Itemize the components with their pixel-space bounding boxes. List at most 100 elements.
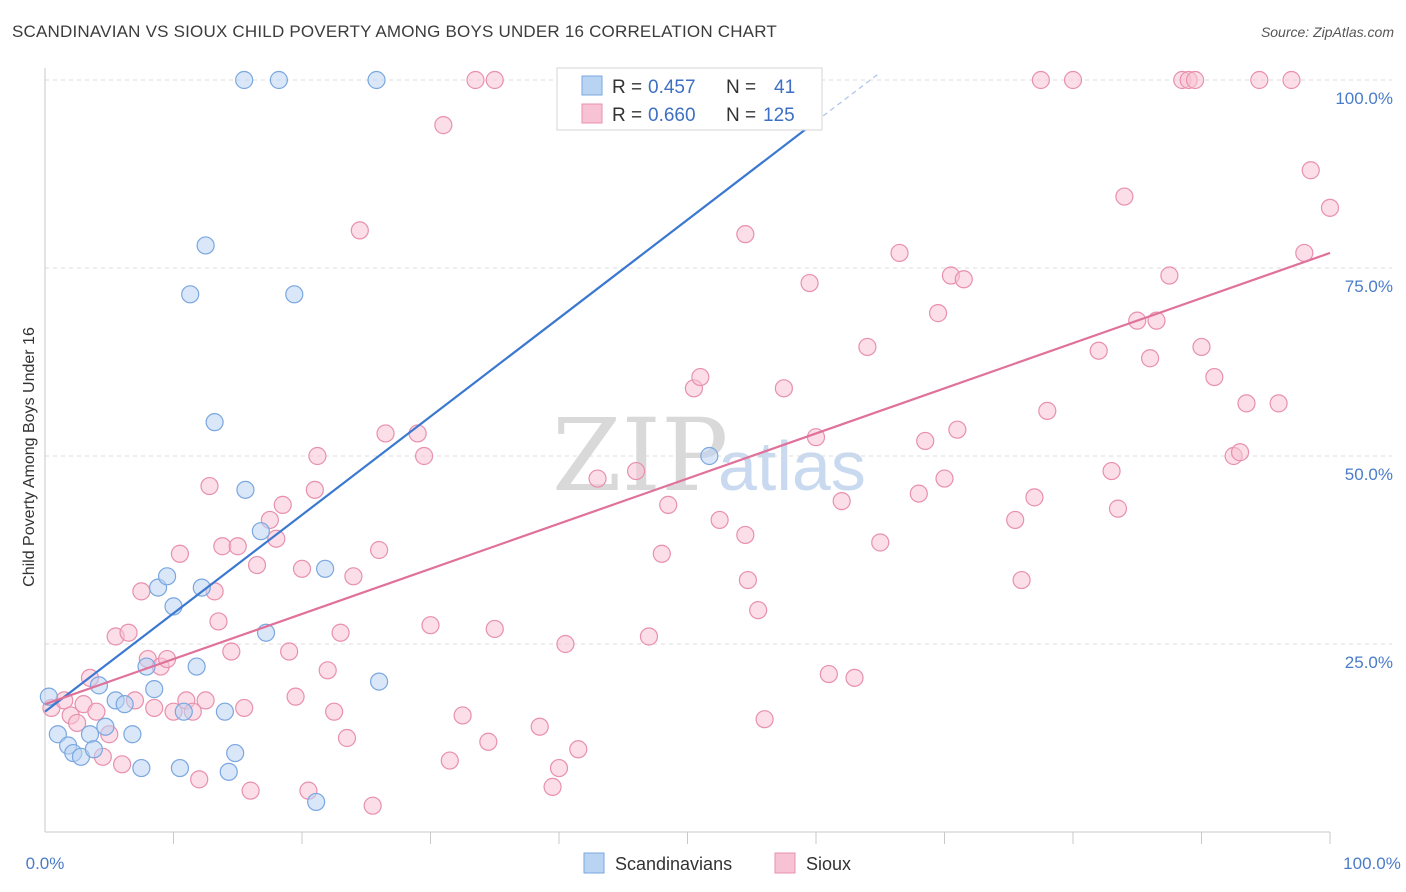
y-tick-label-50: 50.0% <box>1345 465 1393 484</box>
sioux-point <box>890 243 909 263</box>
scandinavians-point <box>235 70 254 90</box>
legend-r-label-2: R = <box>612 105 642 126</box>
bottom-legend-swatch-scandinavians <box>583 852 605 874</box>
sioux-point <box>1025 488 1044 507</box>
trend-lines <box>44 72 1331 713</box>
sioux-point <box>222 642 241 661</box>
sioux-point <box>228 537 247 556</box>
legend-n-label-1: N = <box>726 77 756 98</box>
sioux-point <box>749 601 768 620</box>
scandinavians-point <box>251 522 270 541</box>
scandinavians-point <box>174 702 193 721</box>
sioux-point <box>639 627 659 646</box>
sioux-point <box>241 781 260 800</box>
sioux-point <box>935 469 954 488</box>
bottom-legend-swatch-sioux <box>774 852 796 874</box>
scandinavians-point <box>219 762 238 781</box>
scandinavians-point <box>316 559 335 578</box>
scandinavians-point <box>132 758 151 778</box>
sioux-point <box>344 567 363 586</box>
sioux-point <box>1282 70 1301 90</box>
scandinavians-point <box>285 285 304 304</box>
sioux-point <box>87 702 106 721</box>
bottom-legend-label-scandinavians: Scandinavians <box>615 854 732 874</box>
sioux-point <box>691 367 710 387</box>
gridlines <box>45 79 1392 645</box>
sioux-point <box>1320 198 1340 217</box>
sioux-point <box>1192 337 1211 357</box>
sioux-point <box>1108 499 1128 518</box>
legend-n-label-2: N = <box>726 105 756 126</box>
sioux-point <box>292 559 312 578</box>
sioux-point <box>1140 349 1160 368</box>
chart-title: SCANDINAVIAN VS SIOUX CHILD POVERTY AMON… <box>12 22 777 41</box>
sioux-point <box>453 706 472 725</box>
sioux-point <box>1160 266 1179 285</box>
scandinavians-point <box>269 70 288 90</box>
correlation-legend: R = 0.457 N = 41 R = 0.660 N = 125 <box>556 67 823 131</box>
legend-n-value-1: 41 <box>774 77 795 98</box>
scandinavians-point <box>367 70 386 90</box>
sioux-point <box>308 446 327 466</box>
sioux-point <box>325 702 344 721</box>
x-tick-label-0: 0.0% <box>26 854 65 873</box>
sioux-point <box>549 758 569 778</box>
scandinavians-point <box>215 702 234 721</box>
scandinavians-point <box>157 567 177 586</box>
sioux-point <box>213 537 232 556</box>
sioux-point <box>286 687 305 706</box>
sioux-point <box>871 533 890 552</box>
sioux-point <box>819 664 838 684</box>
sioux-point <box>485 619 504 639</box>
scandinavians-point <box>370 672 389 691</box>
sioux-point <box>305 480 324 499</box>
sioux-point <box>1185 70 1205 90</box>
scandinavians-trend-extension <box>815 72 881 122</box>
legend-r-value-1: 0.457 <box>648 77 696 98</box>
sioux-point <box>845 668 864 687</box>
sioux-point <box>414 446 434 466</box>
sioux-point <box>337 728 357 748</box>
sioux-point <box>370 540 389 560</box>
sioux-point <box>774 379 793 398</box>
scandinavians-point <box>48 725 67 744</box>
sioux-point <box>738 570 757 590</box>
sioux-point <box>363 796 382 815</box>
sioux-point <box>132 582 151 601</box>
y-tick-label-100: 100.0% <box>1335 89 1393 108</box>
sioux-point <box>145 698 164 718</box>
sioux-point <box>267 529 286 548</box>
sioux-point <box>1237 394 1256 413</box>
scandinavians-point <box>236 480 255 499</box>
sioux-point <box>112 755 132 774</box>
sioux-point <box>1301 161 1320 180</box>
source-label: Source: ZipAtlas.com <box>1260 24 1394 40</box>
sioux-point <box>1012 570 1031 590</box>
sioux-point <box>376 424 395 443</box>
scandinavians-point <box>226 743 245 763</box>
sioux-point <box>440 751 459 770</box>
sioux-point <box>543 777 562 796</box>
sioux-point <box>1031 70 1050 90</box>
x-ticks <box>173 832 1331 844</box>
data-points <box>39 70 1340 815</box>
legend-n-value-2: 125 <box>763 105 795 126</box>
sioux-point <box>832 492 851 511</box>
y-axis-title: Child Poverty Among Boys Under 16 <box>21 327 38 587</box>
sioux-point <box>588 469 607 488</box>
y-tick-labels: 25.0% 50.0% 75.0% 100.0% <box>1335 89 1393 672</box>
series-legend: Scandinavians Sioux <box>583 852 851 874</box>
sioux-point <box>1006 510 1025 530</box>
sioux-point <box>1115 187 1134 206</box>
sioux-point <box>948 420 967 439</box>
y-tick-label-25: 25.0% <box>1345 653 1393 672</box>
sioux-point <box>1250 70 1269 90</box>
sioux-point <box>190 770 209 789</box>
sioux-point <box>485 70 504 90</box>
sioux-point <box>421 616 440 635</box>
sioux-point <box>1102 461 1121 481</box>
sioux-point <box>331 623 350 642</box>
scandinavians-trend-line <box>44 120 817 713</box>
sioux-point <box>1230 443 1250 462</box>
sioux-point <box>755 710 774 729</box>
